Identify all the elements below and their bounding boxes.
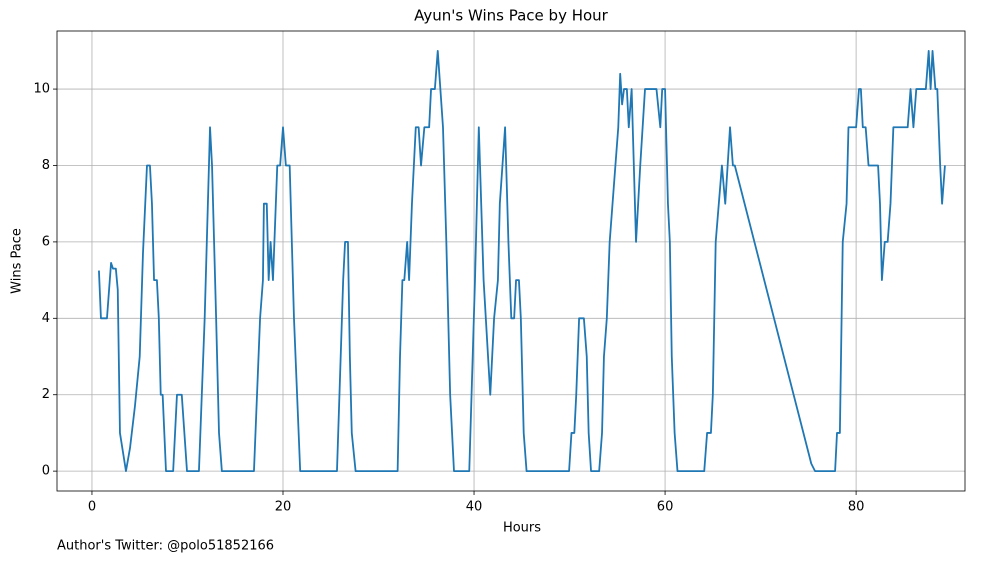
x-axis-label: Hours — [503, 521, 541, 536]
y-tick-label: 4 — [42, 311, 50, 326]
x-tick-label: 40 — [466, 500, 483, 515]
y-tick-label: 2 — [42, 387, 50, 402]
y-tick-label: 6 — [42, 234, 50, 249]
x-tick-label: 0 — [88, 500, 96, 515]
x-tick-label: 80 — [848, 500, 865, 515]
data-line — [98, 49, 946, 473]
x-tick-label: 20 — [275, 500, 292, 515]
y-tick-label: 8 — [42, 158, 50, 173]
y-tick-label: 10 — [33, 82, 50, 97]
chart-title: Ayun's Wins Pace by Hour — [414, 7, 609, 25]
plot-frame — [56, 30, 966, 492]
annotation: Author's Twitter: @polo51852166 — [57, 539, 274, 554]
x-tick-label: 60 — [657, 500, 674, 515]
y-tick-label: 0 — [42, 464, 50, 479]
y-axis-label: Wins Pace — [10, 228, 25, 294]
